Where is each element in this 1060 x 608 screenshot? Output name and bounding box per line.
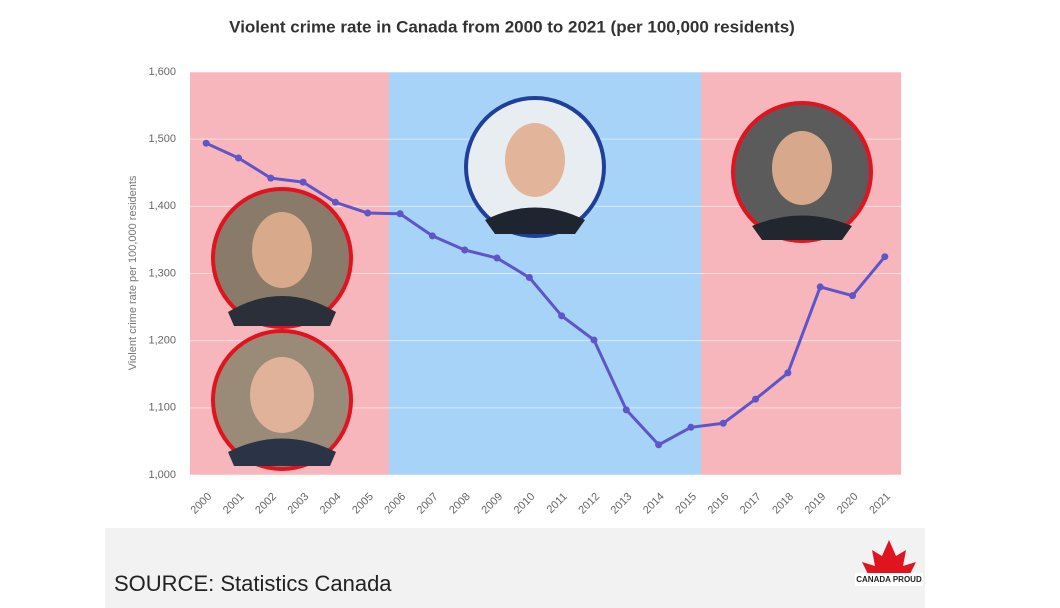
- data-point: [202, 139, 210, 147]
- data-point: [655, 441, 663, 449]
- x-tick-label: 2002: [253, 491, 279, 517]
- x-tick-label: 2008: [447, 491, 473, 517]
- data-point: [364, 209, 372, 217]
- x-tick-label: 2001: [221, 491, 247, 517]
- chart-title: Violent crime rate in Canada from 2000 t…: [229, 17, 795, 36]
- y-tick-label: 1,200: [148, 335, 176, 347]
- x-tick-label: 2004: [318, 491, 344, 517]
- data-point: [234, 154, 242, 162]
- x-tick-label: 2000: [189, 491, 215, 517]
- x-tick-label: 2007: [415, 491, 441, 517]
- x-tick-label: 2011: [545, 491, 570, 516]
- data-point: [558, 312, 566, 320]
- data-point: [428, 232, 436, 240]
- x-tick-label: 2020: [835, 491, 861, 517]
- x-tick-label: 2006: [382, 491, 408, 517]
- y-tick-label: 1,100: [148, 402, 176, 414]
- data-point: [752, 395, 760, 403]
- data-point: [525, 274, 533, 282]
- y-tick-label: 1,300: [148, 267, 176, 279]
- y-tick-label: 1,000: [148, 469, 176, 481]
- x-tick-label: 2005: [350, 491, 376, 517]
- portrait: [211, 96, 873, 471]
- logo-text: CANADA PROUD: [856, 575, 922, 584]
- data-point: [849, 292, 857, 300]
- data-point: [816, 283, 824, 291]
- y-axis-label: Violent crime rate per 100,000 residents: [127, 175, 139, 370]
- data-point: [331, 198, 339, 206]
- x-tick-label: 2003: [285, 491, 311, 517]
- y-tick-label: 1,500: [148, 133, 176, 145]
- data-point: [687, 423, 695, 431]
- data-point: [622, 406, 630, 414]
- x-tick-label: 2018: [770, 491, 796, 517]
- data-point: [461, 246, 469, 254]
- x-tick-label: 2017: [738, 491, 764, 517]
- data-point: [784, 369, 792, 377]
- y-tick-label: 1,600: [148, 66, 176, 78]
- footer-panel: [105, 528, 925, 608]
- data-point: [590, 336, 598, 344]
- x-tick-label: 2014: [641, 491, 667, 517]
- x-tick-label: 2010: [512, 491, 538, 517]
- logo: [855, 540, 923, 586]
- x-tick-label: 2019: [803, 491, 829, 517]
- x-tick-label: 2015: [673, 491, 699, 517]
- data-point: [719, 419, 727, 427]
- x-tick-label: 2012: [576, 491, 602, 517]
- data-point: [881, 253, 889, 261]
- source-note: SOURCE: Statistics Canada: [114, 571, 392, 596]
- data-point: [493, 254, 501, 262]
- x-tick-label: 2016: [706, 491, 732, 517]
- data-point: [396, 210, 404, 218]
- data-point: [299, 178, 307, 186]
- x-tick-label: 2013: [609, 491, 635, 517]
- x-tick-label: 2021: [867, 491, 893, 517]
- data-line: [205, 141, 886, 447]
- data-point: [267, 174, 275, 182]
- x-tick-label: 2009: [479, 491, 505, 517]
- y-tick-label: 1,400: [148, 200, 176, 212]
